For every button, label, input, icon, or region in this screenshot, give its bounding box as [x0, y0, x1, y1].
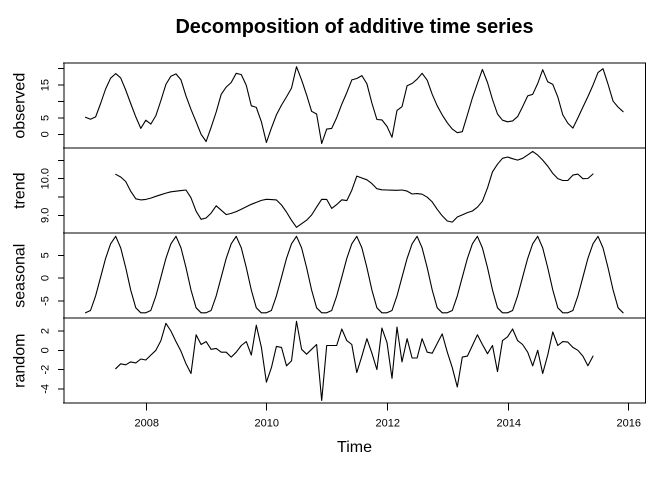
- svg-text:random: random: [12, 334, 29, 388]
- svg-text:2014: 2014: [497, 418, 521, 430]
- svg-text:5: 5: [40, 115, 52, 121]
- svg-text:5: 5: [40, 252, 52, 258]
- svg-text:2012: 2012: [376, 418, 400, 430]
- svg-text:0: 0: [40, 131, 52, 137]
- svg-text:0: 0: [40, 275, 52, 281]
- svg-text:2: 2: [40, 328, 52, 334]
- svg-text:Decomposition of additive time: Decomposition of additive time series: [175, 16, 533, 38]
- svg-text:10.0: 10.0: [40, 168, 52, 189]
- svg-text:Time: Time: [337, 439, 372, 456]
- svg-text:-2: -2: [40, 365, 52, 375]
- svg-text:-4: -4: [40, 384, 52, 394]
- svg-text:2008: 2008: [135, 418, 159, 430]
- svg-text:15: 15: [40, 79, 52, 91]
- svg-text:0: 0: [40, 347, 52, 353]
- svg-text:2016: 2016: [617, 418, 641, 430]
- svg-text:-5: -5: [40, 296, 52, 306]
- svg-text:9.0: 9.0: [40, 208, 52, 223]
- svg-text:seasonal: seasonal: [12, 244, 29, 308]
- svg-text:trend: trend: [12, 172, 29, 208]
- svg-text:observed: observed: [12, 73, 29, 139]
- svg-text:2010: 2010: [255, 418, 279, 430]
